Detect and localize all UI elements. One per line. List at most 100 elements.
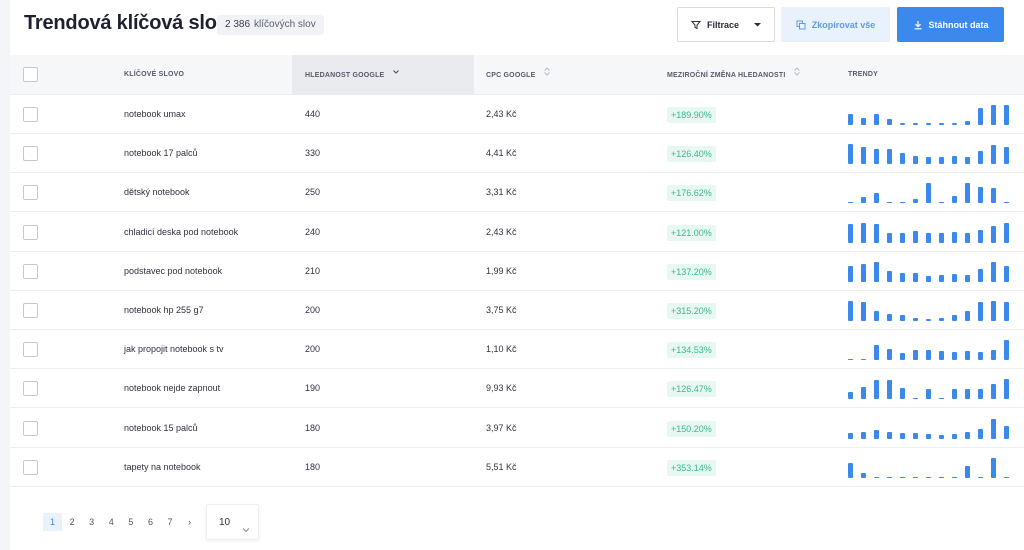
trend-bar bbox=[965, 232, 970, 243]
yoy-change-badge: +134.53% bbox=[667, 342, 716, 359]
rows-per-page-select[interactable]: 10 bbox=[206, 504, 259, 540]
filter-icon bbox=[691, 20, 701, 30]
trend-bar bbox=[848, 392, 853, 400]
trend-bar bbox=[952, 389, 957, 400]
sort-icon bbox=[793, 55, 801, 95]
trend-sparkline bbox=[848, 252, 1009, 291]
row-checkbox[interactable] bbox=[23, 146, 38, 162]
page-7-button[interactable]: 7 bbox=[167, 517, 173, 527]
table-row[interactable]: notebook nejde zapnout 190 9,93 Kč +126.47% bbox=[10, 369, 1024, 409]
table-row[interactable]: chladicí deska pod notebook 240 2,43 Kč +12… bbox=[10, 212, 1024, 252]
yoy-change-badge: +137.20% bbox=[667, 263, 716, 280]
row-checkbox[interactable] bbox=[23, 342, 38, 358]
column-header-change[interactable]: MEZIROČNÍ ZMĚNA HLEDANOSTI bbox=[667, 55, 801, 95]
table-row[interactable]: dětský notebook 250 3,31 Kč +176.62% bbox=[10, 173, 1024, 213]
table-row[interactable]: notebook 15 palců 180 3,97 Kč +150.20% bbox=[10, 408, 1024, 448]
page-5-button[interactable]: 5 bbox=[128, 517, 134, 527]
yoy-change-badge: +353.14% bbox=[667, 459, 716, 476]
keyword-cell: notebook hp 255 g7 bbox=[124, 305, 204, 315]
trend-bar bbox=[1004, 476, 1009, 478]
trend-bar bbox=[913, 350, 918, 361]
row-checkbox[interactable] bbox=[23, 459, 38, 475]
trend-bar bbox=[978, 151, 983, 165]
trend-bar bbox=[965, 157, 970, 165]
trend-bar bbox=[848, 144, 853, 165]
trend-bar bbox=[874, 476, 879, 478]
trend-bar bbox=[861, 263, 866, 282]
trend-bar bbox=[952, 123, 957, 125]
volume-cell: 180 bbox=[305, 461, 321, 472]
trend-bar bbox=[978, 268, 983, 282]
trend-bar bbox=[978, 229, 983, 243]
trend-bar bbox=[1004, 147, 1009, 165]
trend-bar bbox=[848, 223, 853, 243]
row-checkbox[interactable] bbox=[23, 303, 38, 318]
keyword-count-badge: 2 386 klíčových slov bbox=[217, 15, 324, 35]
page-4-button[interactable]: 4 bbox=[108, 517, 114, 527]
trend-bar bbox=[913, 432, 918, 439]
trend-bar bbox=[900, 388, 905, 400]
trend-bar bbox=[991, 350, 996, 361]
trend-bar bbox=[887, 431, 892, 439]
row-checkbox[interactable] bbox=[23, 420, 38, 436]
yoy-change-badge: +315.20% bbox=[667, 303, 716, 319]
row-checkbox[interactable] bbox=[23, 224, 38, 240]
table-row[interactable]: notebook umax 440 2,43 Kč +189.90% bbox=[10, 95, 1024, 134]
row-checkbox[interactable] bbox=[23, 107, 38, 122]
trend-sparkline bbox=[848, 409, 1009, 448]
trend-bar bbox=[887, 314, 892, 321]
trend-bar bbox=[900, 202, 905, 204]
trend-bar bbox=[991, 188, 996, 204]
trend-bar bbox=[861, 118, 866, 125]
page-2-button[interactable]: 2 bbox=[69, 517, 75, 527]
trend-bar bbox=[913, 318, 918, 321]
table-row[interactable]: notebook hp 255 g7 200 3,75 Kč +315.20% bbox=[10, 291, 1024, 330]
table-row[interactable]: notebook 17 palců 330 4,41 Kč +126.40% bbox=[10, 134, 1024, 174]
table-row[interactable]: tapety na notebook 180 5,51 Kč +353.14% bbox=[10, 447, 1024, 487]
keyword-cell: dětský notebook bbox=[124, 187, 190, 198]
column-header-keyword[interactable]: KLÍČOVÉ SLOVO bbox=[124, 71, 185, 78]
download-icon bbox=[913, 20, 923, 30]
keyword-cell: podstavec pod notebook bbox=[124, 265, 223, 276]
trend-sparkline bbox=[848, 369, 1009, 408]
row-checkbox[interactable] bbox=[23, 263, 38, 279]
trend-bar bbox=[1004, 340, 1009, 361]
copy-all-label: Zkopírovat vše bbox=[811, 19, 876, 30]
next-page-button[interactable]: › bbox=[188, 517, 192, 527]
trend-bar bbox=[939, 351, 944, 361]
trend-bar bbox=[939, 157, 944, 165]
trend-bar bbox=[913, 398, 918, 400]
trend-bar bbox=[887, 270, 892, 282]
volume-cell: 330 bbox=[305, 148, 321, 159]
volume-cell: 210 bbox=[305, 265, 321, 276]
copy-all-button[interactable]: Zkopírovat vše bbox=[781, 7, 890, 42]
page-1-button[interactable]: 1 bbox=[43, 513, 62, 531]
table-row[interactable]: jak propojit notebook s tv 200 1,10 Kč +134… bbox=[10, 330, 1024, 370]
trend-bar bbox=[991, 301, 996, 321]
trend-bar bbox=[965, 183, 970, 204]
trend-bar bbox=[926, 123, 931, 125]
keyword-cell: notebook 17 palců bbox=[124, 148, 198, 159]
download-data-button[interactable]: Stáhnout data bbox=[897, 7, 1004, 42]
trend-sparkline bbox=[848, 291, 1009, 330]
trend-bar bbox=[874, 380, 879, 400]
page-3-button[interactable]: 3 bbox=[89, 517, 95, 527]
trend-bar bbox=[978, 428, 983, 439]
trend-bar bbox=[952, 433, 957, 439]
sort-icon bbox=[543, 55, 551, 95]
column-header-volume[interactable]: HLEDANOST GOOGLE bbox=[292, 55, 474, 95]
trend-bar bbox=[991, 225, 996, 243]
select-all-checkbox[interactable] bbox=[23, 67, 38, 82]
cpc-cell: 3,75 Kč bbox=[486, 305, 517, 315]
trend-bar bbox=[952, 273, 957, 282]
row-checkbox[interactable] bbox=[23, 381, 38, 397]
trend-bar bbox=[861, 302, 866, 321]
filter-button[interactable]: Filtrace bbox=[677, 7, 775, 42]
yoy-change-badge: +189.90% bbox=[667, 107, 716, 123]
column-header-cpc[interactable]: CPC GOOGLE bbox=[486, 55, 551, 95]
trend-bar bbox=[978, 108, 983, 125]
table-row[interactable]: podstavec pod notebook 210 1,99 Kč +137.20% bbox=[10, 251, 1024, 291]
row-checkbox[interactable] bbox=[23, 185, 38, 201]
page-6-button[interactable]: 6 bbox=[147, 517, 153, 527]
trend-bar bbox=[900, 123, 905, 125]
